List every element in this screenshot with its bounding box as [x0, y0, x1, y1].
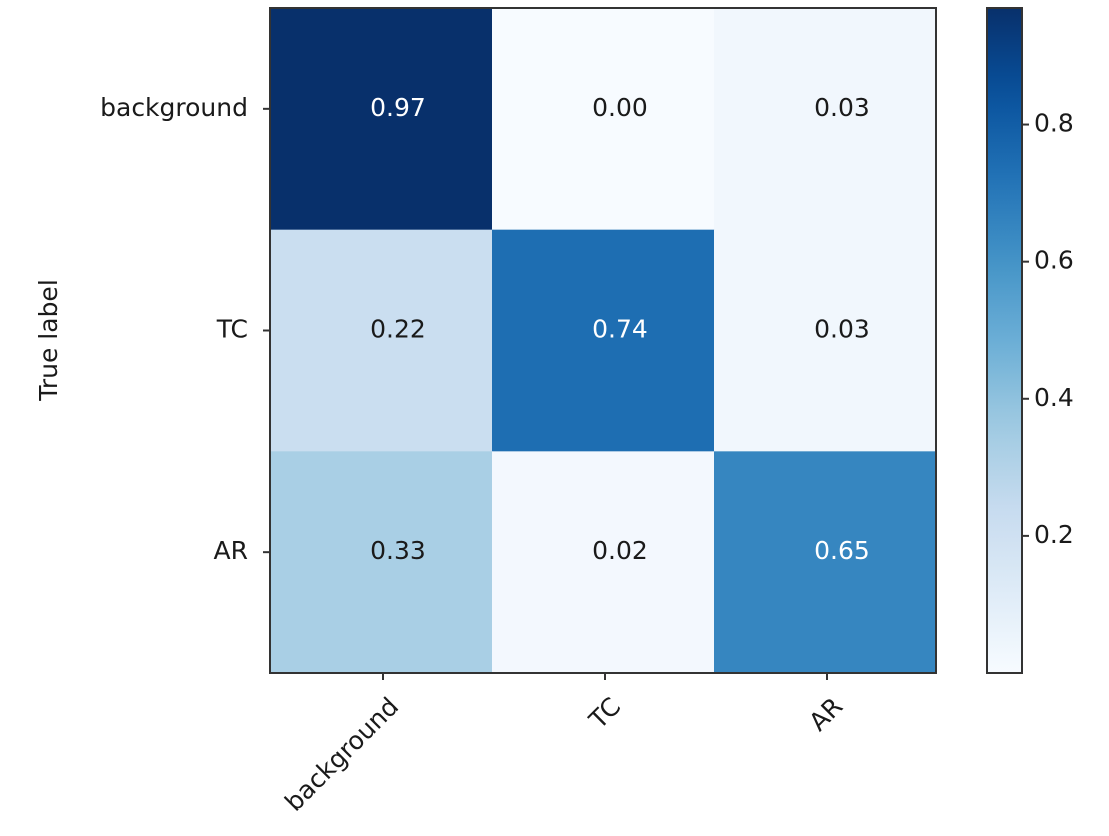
heatmap-cell	[714, 451, 937, 674]
heatmap-cells	[270, 8, 937, 674]
y-tick-label: TC	[216, 315, 248, 344]
heatmap-cell-labels: 0.97 0.00 0.03 0.22 0.74 0.03 0.33 0.02 0.65	[370, 93, 870, 565]
x-tick-label: background	[279, 692, 404, 817]
y-tick-label: AR	[214, 536, 248, 565]
plot-frame	[269, 7, 937, 674]
y-axis-ticks: background TC AR	[100, 93, 270, 565]
cell-value-label: 0.97	[370, 93, 426, 122]
x-tick-label: AR	[803, 692, 848, 737]
x-tick-label: TC	[583, 692, 626, 735]
heatmap-cell	[492, 8, 715, 231]
cell-value-label: 0.65	[814, 536, 870, 565]
colorbar	[986, 7, 1023, 674]
cell-value-label: 0.00	[592, 93, 648, 122]
colorbar-ticks: 0.2 0.4 0.6 0.8	[1022, 109, 1074, 549]
cell-value-label: 0.22	[370, 315, 426, 344]
cell-value-label: 0.33	[370, 536, 426, 565]
colorbar-tick-label: 0.8	[1034, 109, 1074, 138]
cell-value-label: 0.74	[592, 315, 648, 344]
colorbar-tick-label: 0.6	[1034, 246, 1074, 275]
heatmap-cell	[270, 8, 493, 231]
colorbar-tick-label: 0.2	[1034, 520, 1074, 549]
heatmap-cell	[714, 229, 937, 452]
cell-value-label: 0.03	[814, 93, 870, 122]
colorbar-tick-label: 0.4	[1034, 383, 1074, 412]
cell-value-label: 0.02	[592, 536, 648, 565]
y-tick-label: background	[100, 93, 248, 122]
heatmap-cell	[492, 451, 715, 674]
x-axis-ticks: background TC AR	[279, 673, 848, 817]
heatmap-cell	[492, 229, 715, 452]
heatmap-cell	[270, 229, 493, 452]
heatmap-cell	[270, 451, 493, 674]
heatmap-cell	[714, 8, 937, 231]
cell-value-label: 0.03	[814, 315, 870, 344]
y-axis-label: True label	[34, 279, 63, 402]
